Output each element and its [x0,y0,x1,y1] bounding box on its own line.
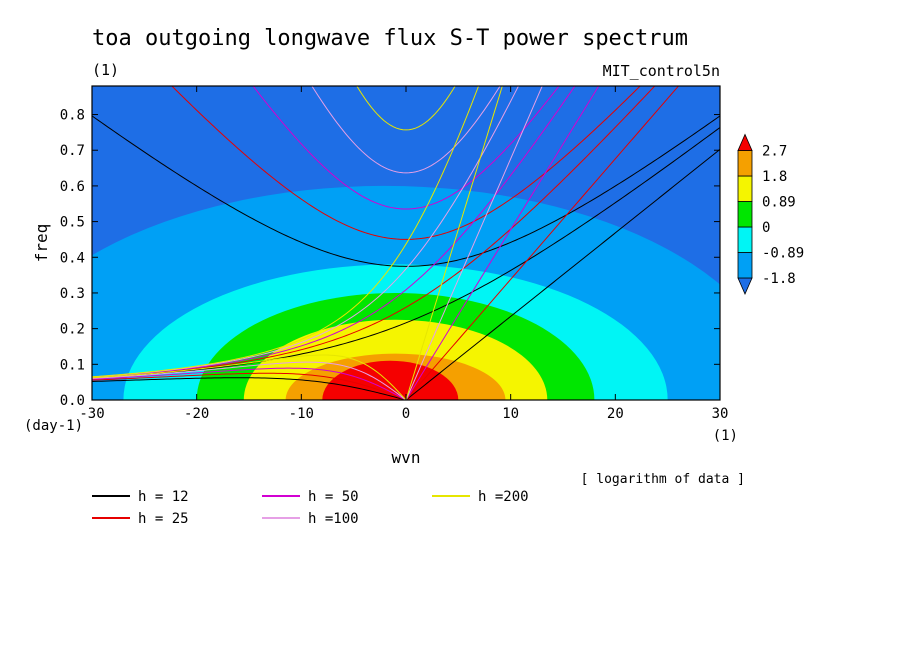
colorbar-label: -0.89 [762,246,804,262]
dispersion-h50-branch-2 [252,86,560,210]
legend-label-h50: h = 50 [308,489,359,505]
x-tick-label: 20 [607,406,624,422]
legend-label-h200: h =200 [478,489,529,505]
colorbar-swatch [737,252,753,279]
y-tick-label: 0.8 [60,108,85,124]
colorbar-swatch [737,175,753,202]
dispersion-h12-branch-2 [92,115,720,267]
plot-area [92,86,720,400]
dispersion-h12-branch-1 [92,377,407,400]
dispersion-h25-branch-2 [171,86,641,240]
colorbar-arrow-high [737,133,753,151]
x-tick-label: -10 [289,406,314,422]
y-axis-label: freq [32,224,51,263]
x-axis-label: wvn [392,448,421,467]
legend-label-h25: h = 25 [138,511,189,527]
y-tick-label: 0.5 [60,215,85,231]
x-tick-label: 0 [402,406,410,422]
y-tick-label: 0.0 [60,393,85,409]
dispersion-h50-branch-1 [92,367,407,400]
colorbar-swatch [737,226,753,253]
y-tick-label: 0.3 [60,286,85,302]
colorbar-label: 0 [762,220,770,236]
colorbar-label: 1.8 [762,169,787,185]
dispersion-h50-branch-0 [405,86,600,400]
chart-subtitle-left: (1) [92,61,119,79]
colorbar-swatch [737,150,753,177]
dispersion-h12-branch-0 [405,148,720,400]
x-unit-label: (1) [713,428,738,444]
y-tick-label: 0.4 [60,250,85,266]
log-note: [ logarithm of data ] [581,472,745,487]
dispersion-h25-branch-0 [405,86,680,400]
dispersion-h12-branch-3 [92,127,720,379]
x-tick-label: 10 [502,406,519,422]
y-axis: 0.0 0.1 0.2 0.3 0.4 0.5 0.6 0.7 0.8 [60,108,720,409]
dispersion-h50-branch-3 [92,86,576,378]
x-tick-label: 30 [712,406,729,422]
dispersion-h200-branch-2 [356,86,456,131]
dispersion-h200-branch-0 [405,86,503,400]
colorbar-swatch [737,201,753,228]
dispersion-h200-branch-1 [92,354,407,400]
legend-label-h100: h =100 [308,511,359,527]
dispersion-h100-branch-0 [405,86,543,400]
colorbar-label: -1.8 [762,271,796,287]
x-tick-label: -20 [184,406,209,422]
dispersion-h25-branch-1 [92,372,407,400]
colorbar-arrow-low [737,277,753,295]
dispersion-h100-branch-1 [92,361,407,400]
dispersion-h200-branch-3 [92,86,480,378]
y-unit-label: (day-1) [24,418,83,434]
chart-subtitle-right: MIT_control5n [603,62,720,80]
y-tick-label: 0.2 [60,322,85,338]
x-axis: -30 -20 -10 0 10 20 30 [79,86,728,422]
dispersion-h100-branch-2 [311,86,501,174]
dispersion-h100-branch-3 [92,86,520,378]
x-tick-label: -30 [79,406,104,422]
chart-title: toa outgoing longwave flux S-T power spe… [92,26,688,51]
y-tick-label: 0.1 [60,357,85,373]
colorbar: 2.7 1.8 0.89 0 -0.89 -1.8 [737,133,804,295]
y-tick-label: 0.7 [60,143,85,159]
contour-fills [92,185,720,400]
dispersion-h25-branch-3 [92,86,656,379]
legend: h = 12 h = 25 h = 50 h =100 h =200 [92,489,529,527]
y-tick-label: 0.6 [60,179,85,195]
colorbar-label: 0.89 [762,195,796,211]
colorbar-label: 2.7 [762,144,787,160]
dispersion-curves [92,86,720,400]
legend-label-h12: h = 12 [138,489,189,505]
